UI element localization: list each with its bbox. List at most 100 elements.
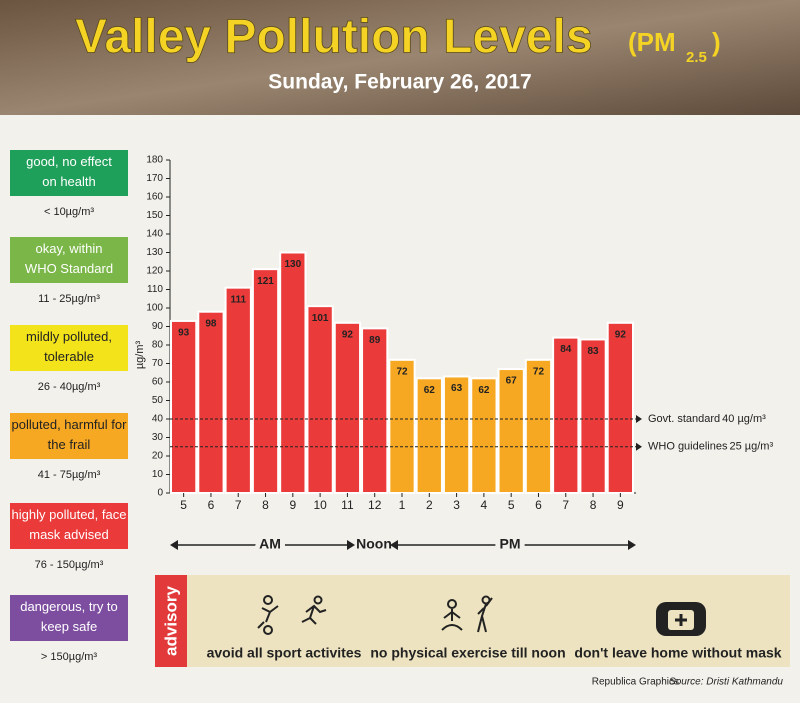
date: Sunday, February 26, 2017 xyxy=(268,71,531,94)
value-label: 83 xyxy=(587,346,599,357)
level-range: < 10µg/m³ xyxy=(44,206,94,218)
reference-label: Govt. standard xyxy=(648,413,720,425)
x-tick-label: 6 xyxy=(208,498,215,512)
level-label: dangerous, try to keep safe xyxy=(20,599,118,634)
level-label: polluted, harmful for the frail xyxy=(12,417,128,452)
advisory-tab xyxy=(155,575,187,667)
x-tick-label: 9 xyxy=(289,498,296,512)
x-tick-label: 5 xyxy=(180,498,187,512)
value-label: 92 xyxy=(342,329,354,340)
x-tick-label: 12 xyxy=(368,498,382,512)
y-tick-label: 150 xyxy=(146,210,163,221)
x-tick-label: 9 xyxy=(617,498,624,512)
level-box xyxy=(10,150,128,196)
level-label: mildly polluted, tolerable xyxy=(26,329,112,364)
bar xyxy=(579,338,607,495)
level-box xyxy=(10,595,128,641)
y-tick-label: 0 xyxy=(157,488,163,499)
bar xyxy=(552,336,580,494)
value-label: 93 xyxy=(178,328,190,339)
x-tick-label: 8 xyxy=(590,498,597,512)
value-label: 67 xyxy=(506,376,518,387)
x-tick-label: 6 xyxy=(535,498,542,512)
y-tick-label: 120 xyxy=(146,266,163,277)
y-tick-label: 20 xyxy=(152,451,164,462)
level-box xyxy=(10,237,128,283)
x-tick-label: 3 xyxy=(453,498,460,512)
value-label: 63 xyxy=(451,383,463,394)
advisory-item: avoid all sport activites xyxy=(207,645,362,661)
title: Valley Pollution Levels xyxy=(75,11,593,64)
x-tick-label: 4 xyxy=(481,498,488,512)
value-label: 111 xyxy=(230,294,246,305)
bar xyxy=(224,286,252,494)
level-range: 26 - 40µg/m³ xyxy=(38,381,101,393)
advisory-item: don't leave home without mask xyxy=(574,645,781,661)
title-unit: ) xyxy=(712,27,721,57)
level-range: 76 - 150µg/m³ xyxy=(35,559,104,571)
y-tick-label: 160 xyxy=(146,192,163,203)
y-tick-label: 30 xyxy=(152,432,164,443)
value-label: 130 xyxy=(284,259,301,270)
y-tick-label: 130 xyxy=(146,247,163,258)
x-tick-label: 1 xyxy=(399,498,406,512)
value-label: 121 xyxy=(257,276,274,287)
reference-arrow xyxy=(636,415,642,423)
source: Source: Dristi Kathmandu xyxy=(669,677,783,688)
x-tick-label: 2 xyxy=(426,498,433,512)
reference-value: 40 µg/m³ xyxy=(722,413,766,425)
level-box xyxy=(10,413,128,459)
advisory-item: no physical exercise till noon xyxy=(370,645,565,661)
bar xyxy=(524,358,553,494)
y-tick-label: 40 xyxy=(152,414,164,425)
reference-arrow xyxy=(636,442,642,451)
value-label: 92 xyxy=(615,329,627,340)
credit: Republica Graphics xyxy=(592,677,679,688)
bar xyxy=(606,321,634,494)
advisory-title: advisory xyxy=(161,585,180,655)
value-label: 72 xyxy=(396,366,408,377)
sport-icon xyxy=(257,595,327,635)
y-tick-label: 170 xyxy=(146,173,163,184)
x-tick-label: 10 xyxy=(313,498,327,512)
level-range: > 150µg/m³ xyxy=(41,651,98,663)
level-box xyxy=(10,325,128,371)
bar xyxy=(251,268,280,494)
value-label: 62 xyxy=(478,385,490,396)
period-label: PM xyxy=(500,536,521,552)
bar xyxy=(197,310,225,495)
value-label: 62 xyxy=(424,385,436,396)
y-tick-label: 80 xyxy=(152,340,164,351)
bar xyxy=(497,368,525,494)
value-label: 84 xyxy=(560,344,572,355)
y-tick-label: 90 xyxy=(152,321,164,332)
value-label: 98 xyxy=(205,318,217,329)
level-label: highly polluted, face mask advised xyxy=(12,507,127,542)
title-unit: (PM xyxy=(628,27,676,57)
y-tick-label: 70 xyxy=(152,358,164,369)
mask-icon xyxy=(656,602,706,636)
y-tick-label: 60 xyxy=(152,377,164,388)
y-tick-label: 10 xyxy=(152,469,164,480)
x-tick-label: 11 xyxy=(341,498,354,512)
level-range: 41 - 75µg/m³ xyxy=(38,469,101,481)
exercise-icon xyxy=(441,595,493,633)
title-unit-sub: 2.5 xyxy=(686,49,707,66)
value-label: 72 xyxy=(533,366,545,377)
y-axis-label: µg/m³ xyxy=(134,340,146,369)
period-label: Noon xyxy=(356,536,392,552)
y-tick-label: 140 xyxy=(146,229,163,240)
y-tick-label: 100 xyxy=(146,303,163,314)
y-tick-label: 50 xyxy=(152,395,164,406)
level-label: good, no effect on health xyxy=(26,154,112,189)
bar xyxy=(306,305,334,494)
bar xyxy=(333,321,362,494)
x-tick-label: 8 xyxy=(262,498,269,512)
bar xyxy=(442,375,471,495)
period-label: AM xyxy=(259,536,281,552)
level-label: okay, within WHO Standard xyxy=(25,241,113,276)
y-tick-label: 110 xyxy=(147,284,163,295)
y-tick-label: 180 xyxy=(146,155,163,166)
